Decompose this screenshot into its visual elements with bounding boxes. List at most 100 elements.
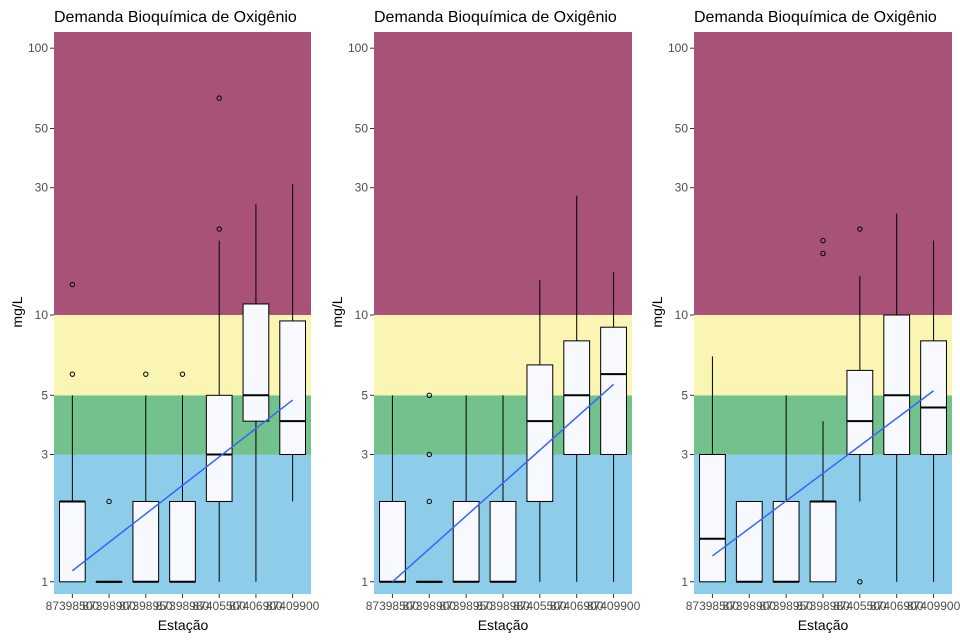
chart-title: Demanda Bioquímica de Oxigênio	[694, 9, 937, 26]
boxplot-87398900	[735, 500, 763, 583]
boxplot-87409900	[600, 271, 627, 582]
boxplot-87398500	[379, 395, 406, 583]
boxplot-87405500	[205, 95, 233, 582]
y-tick-label: 50	[35, 122, 49, 136]
boxplot-87398900	[95, 498, 123, 583]
boxplot-87406900	[242, 204, 270, 582]
trend-line	[391, 383, 615, 583]
outlier-point	[69, 371, 76, 377]
chart-title: Demanda Bioquímica de Oxigênio	[374, 9, 617, 26]
x-axis: 8739850087398900873989508739898087405500…	[366, 594, 641, 613]
box-iqr	[242, 303, 270, 422]
y-tick-label: 30	[355, 181, 369, 195]
y-axis-label: mg/L	[649, 296, 665, 327]
x-tick-label: 87405500	[513, 599, 567, 613]
box-iqr	[489, 500, 517, 583]
box-iqr	[809, 500, 837, 583]
boxplot-87406900	[883, 213, 911, 582]
y-tick-label: 1	[681, 575, 688, 589]
boxplot-87398980	[489, 395, 517, 583]
boxplot-87405500	[526, 280, 554, 582]
x-tick-label: 87398980	[796, 599, 850, 613]
chart-panel-2: Demanda Bioquímica de Oxigênio 1 3 5 10 30 50…	[329, 9, 641, 633]
y-axis: 1 3 5 10 30 50 100	[28, 41, 54, 589]
x-tick-label: 87409900	[266, 599, 320, 613]
x-tick-label: 87409900	[587, 599, 641, 613]
box-iqr	[600, 326, 627, 455]
box-iqr	[735, 500, 763, 583]
box-iqr	[379, 500, 406, 583]
y-tick-label: 5	[681, 388, 688, 402]
box-iqr	[883, 314, 911, 455]
x-tick-label: 87398900	[403, 599, 457, 613]
y-tick-label: 1	[41, 575, 48, 589]
x-tick-label: 87405500	[193, 599, 247, 613]
boxplot-87398500	[699, 356, 726, 583]
chart-panel-3: Demanda Bioquímica de Oxigênio 1 3 5 10 30 50…	[649, 9, 960, 633]
y-tick-label: 3	[361, 447, 368, 461]
outlier-point	[426, 451, 432, 458]
boxplot-87409900	[279, 183, 306, 502]
y-tick-label: 100	[348, 41, 368, 55]
y-tick-label: 50	[355, 122, 369, 136]
x-axis-label: Estação	[158, 617, 209, 633]
y-tick-label: 10	[675, 308, 689, 322]
box-iqr	[279, 320, 306, 455]
band-yellow	[694, 314, 952, 396]
x-tick-label: 87406900	[229, 599, 283, 613]
y-tick-label: 3	[41, 447, 48, 461]
boxplot-87398500	[59, 281, 86, 583]
outlier-point	[143, 371, 149, 377]
x-tick-label: 87406900	[870, 599, 924, 613]
x-axis: 8739850087398900873989508739898087405500…	[686, 594, 960, 613]
x-tick-label: 87409900	[907, 599, 960, 613]
y-tick-label: 10	[35, 308, 49, 322]
boxplot-87398950	[452, 395, 480, 583]
box-iqr	[563, 340, 591, 455]
y-tick-label: 100	[668, 41, 688, 55]
x-tick-label: 87405500	[833, 599, 887, 613]
boxplot-87398900	[415, 392, 443, 583]
y-tick-label: 10	[355, 308, 369, 322]
band-yellow	[374, 314, 632, 396]
x-tick-label: 87398980	[476, 599, 530, 613]
y-tick-label: 3	[681, 447, 688, 461]
band-red	[694, 32, 952, 315]
boxplot-87398980	[809, 237, 837, 583]
boxplot-87405500	[846, 226, 874, 585]
outlier-point	[820, 237, 826, 244]
outlier-point	[216, 95, 222, 101]
outlier-point	[69, 281, 76, 288]
outlier-point	[820, 250, 826, 257]
x-tick-label: 87398900	[82, 599, 136, 613]
boxplots	[379, 195, 627, 583]
x-tick-label: 87398500	[366, 599, 420, 613]
box-iqr	[772, 500, 800, 583]
y-tick-label: 50	[675, 122, 689, 136]
box-iqr	[205, 394, 233, 502]
outlier-point	[216, 226, 222, 232]
boxplot-87398950	[132, 371, 160, 583]
x-tick-label: 87398500	[46, 599, 100, 613]
outlier-point	[857, 579, 863, 585]
y-axis: 1 3 5 10 30 50 100	[348, 41, 374, 589]
y-tick-label: 30	[675, 181, 689, 195]
outlier-point	[426, 498, 432, 505]
x-tick-label: 87406900	[550, 599, 604, 613]
boxplots	[699, 213, 947, 585]
boxplot-87398950	[772, 395, 800, 583]
x-tick-label: 87398980	[156, 599, 210, 613]
box-iqr	[846, 369, 874, 455]
box-iqr	[452, 500, 480, 583]
band-red	[374, 32, 632, 315]
chart-panel-1: Demanda Bioquímica de Oxigênio 1 3 5 10 30 50…	[9, 9, 320, 633]
y-tick-label: 5	[361, 388, 368, 402]
x-tick-label: 87398900	[723, 599, 777, 613]
x-tick-label: 87398950	[439, 599, 493, 613]
y-axis-label: mg/L	[329, 296, 345, 327]
x-tick-label: 87398500	[686, 599, 740, 613]
y-tick-label: 100	[28, 41, 48, 55]
x-axis-label: Estação	[798, 617, 849, 633]
boxplots	[59, 95, 306, 583]
